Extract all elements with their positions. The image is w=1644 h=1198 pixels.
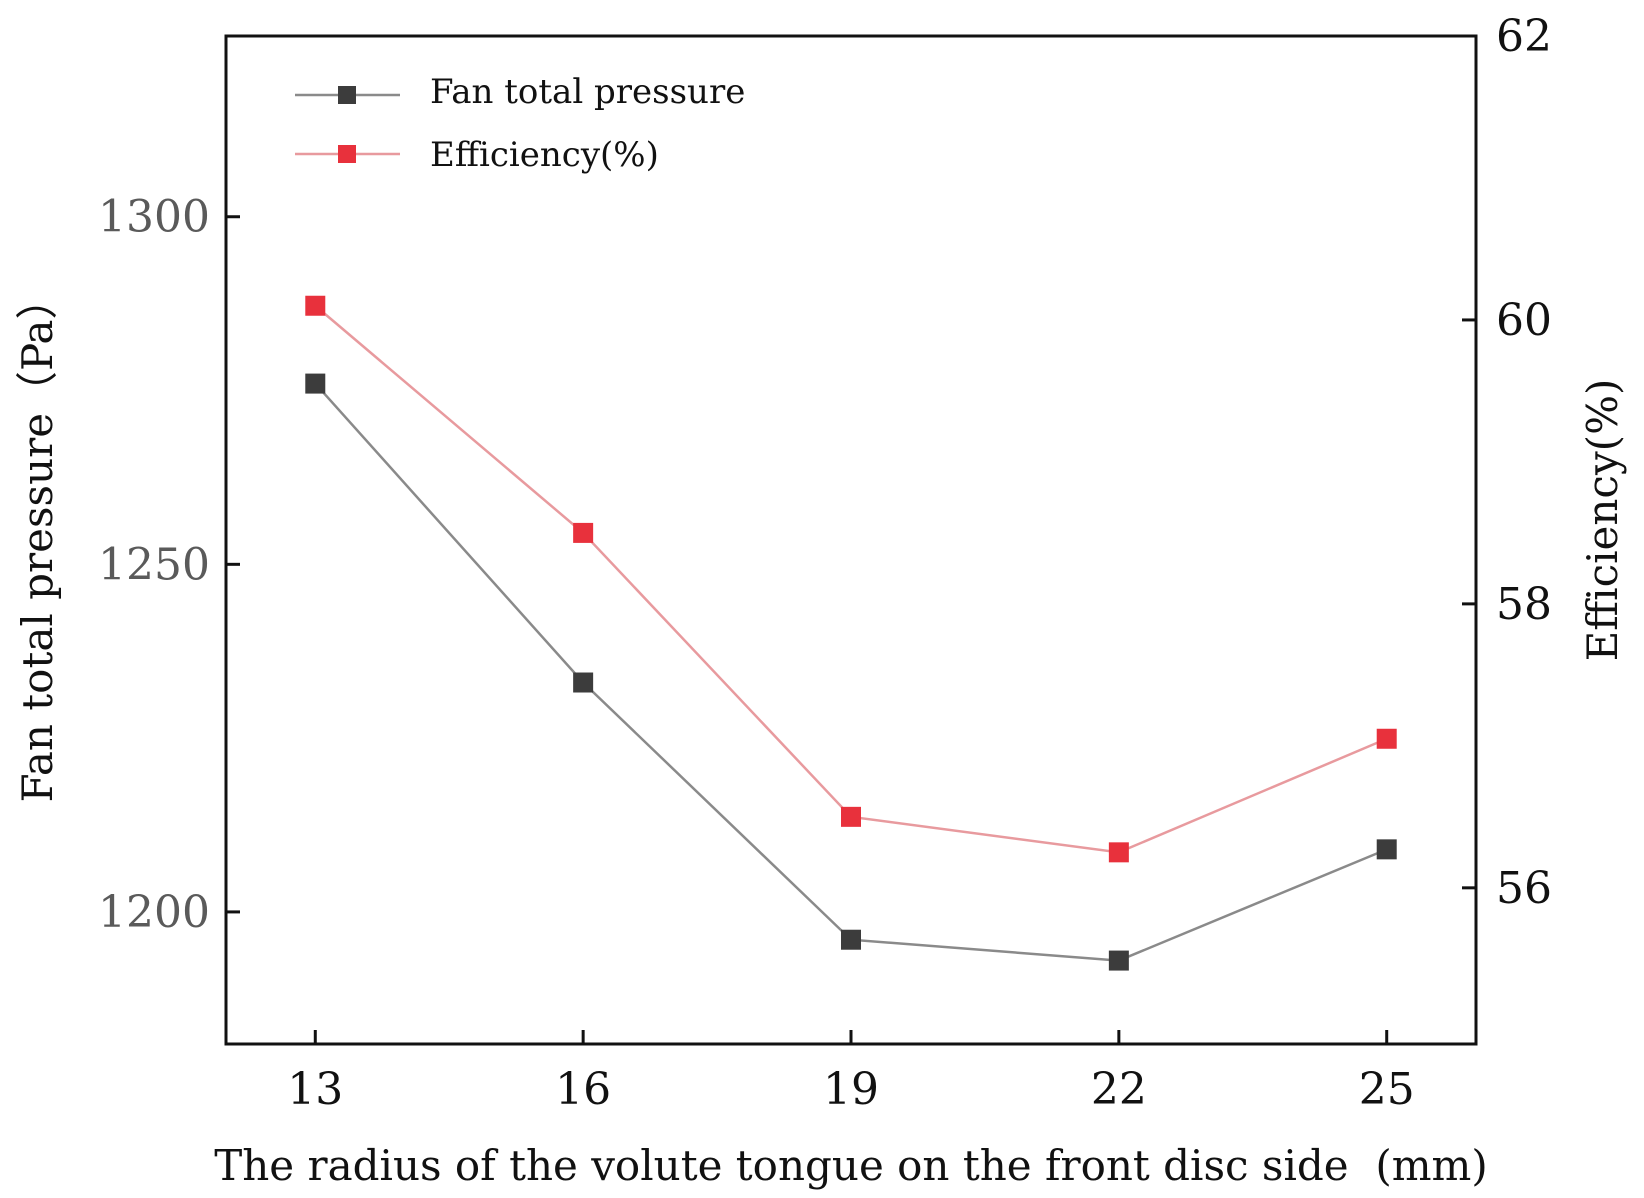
x-tick-label: 13 — [287, 1064, 343, 1115]
x-tick-label: 16 — [555, 1064, 611, 1115]
y-tick-label: 1200 — [98, 887, 210, 938]
series-line-1 — [314, 304, 1388, 854]
x-axis-title: The radius of the volute tongue on the f… — [214, 1141, 1488, 1190]
x-axis-ticks: 13 16 19 22 25 — [287, 1030, 1415, 1115]
legend-label-efficiency: Efficiency(%) — [430, 135, 659, 175]
series-0-point — [1376, 839, 1397, 860]
legend: Fan total pressure Efficiency(%) — [295, 72, 745, 175]
left-y-axis-ticks: 1200 1250 1300 — [98, 192, 240, 938]
series-1-point — [305, 295, 326, 316]
series-0-point — [1108, 950, 1129, 971]
legend-marker-efficiency — [338, 145, 356, 163]
series-0-point — [573, 672, 594, 693]
y2-tick-label: 60 — [1496, 295, 1552, 346]
right-y-axis-ticks: 56 58 60 62 — [1462, 11, 1552, 914]
legend-label-pressure: Fan total pressure — [430, 72, 745, 112]
series-0-point — [305, 373, 326, 394]
series-1-point — [1376, 728, 1397, 749]
x-tick-label: 22 — [1091, 1064, 1147, 1115]
series-1-point — [1108, 842, 1129, 863]
y2-tick-label: 58 — [1496, 579, 1552, 630]
series-1-point — [573, 522, 594, 543]
y-tick-label: 1250 — [98, 539, 210, 590]
left-y-axis-title: Fan total pressure（Pa） — [13, 278, 62, 803]
plot-frame — [224, 34, 1478, 1046]
y-tick-label: 1300 — [98, 192, 210, 243]
legend-marker-pressure — [338, 86, 356, 104]
series-1-point — [841, 806, 861, 827]
series-layer — [305, 295, 1397, 971]
right-y-axis-title: Efficiency(%) — [1578, 379, 1627, 662]
x-tick-label: 19 — [823, 1064, 879, 1115]
series-0-point — [841, 929, 861, 950]
series-line-0 — [314, 382, 1388, 962]
x-tick-label: 25 — [1359, 1064, 1415, 1115]
y2-tick-label: 62 — [1496, 11, 1552, 62]
y2-tick-label: 56 — [1496, 863, 1552, 914]
